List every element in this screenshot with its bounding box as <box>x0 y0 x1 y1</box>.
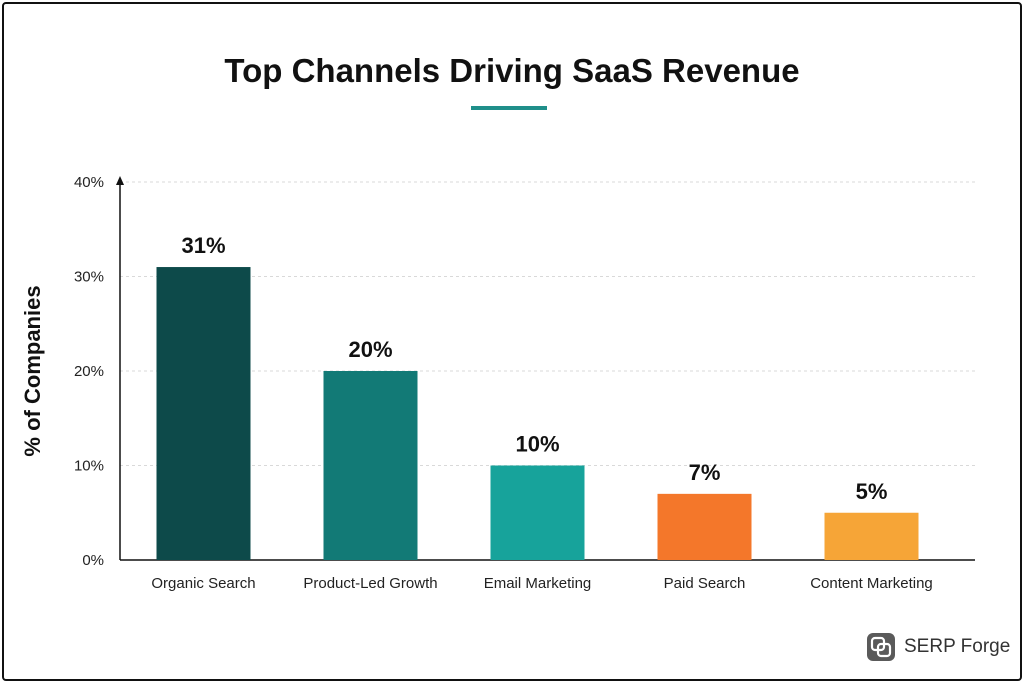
y-tick-label: 20% <box>74 363 104 380</box>
bar-organic-search <box>156 267 251 560</box>
value-labels: 31% 20% 10% 7% 5% <box>181 233 887 504</box>
bar-value-label: 20% <box>348 337 392 362</box>
bar-content-marketing <box>824 512 919 560</box>
category-labels: Organic Search Product-Led Growth Email Ma… <box>151 575 932 592</box>
y-tick-label: 0% <box>82 552 104 569</box>
brand-name: SERP Forge <box>904 636 1011 657</box>
bar-paid-search <box>657 493 752 560</box>
brand-watermark: SERP Forge <box>866 632 1010 662</box>
y-tick-label: 10% <box>74 458 104 475</box>
category-label: Email Marketing <box>484 575 592 592</box>
bar-product-led-growth <box>323 371 418 560</box>
chart-title: Top Channels Driving SaaS Revenue <box>224 52 800 89</box>
y-axis-title: % of Companies <box>20 285 45 456</box>
title-underline <box>471 106 547 110</box>
bar-value-label: 7% <box>689 460 721 485</box>
bar-email-marketing <box>490 465 585 560</box>
bars <box>156 267 919 560</box>
y-tick-labels: 0% 10% 20% 30% 40% <box>74 174 104 569</box>
y-tick-label: 40% <box>74 174 104 191</box>
bar-value-label: 5% <box>856 479 888 504</box>
category-label: Product-Led Growth <box>303 575 437 592</box>
bar-value-label: 10% <box>515 432 559 457</box>
y-tick-label: 30% <box>74 269 104 286</box>
category-label: Organic Search <box>151 575 255 592</box>
y-axis-arrow <box>116 176 124 185</box>
category-label: Content Marketing <box>810 575 933 592</box>
bar-value-label: 31% <box>181 233 225 258</box>
category-label: Paid Search <box>664 575 746 592</box>
serp-forge-logo-icon <box>867 633 895 661</box>
